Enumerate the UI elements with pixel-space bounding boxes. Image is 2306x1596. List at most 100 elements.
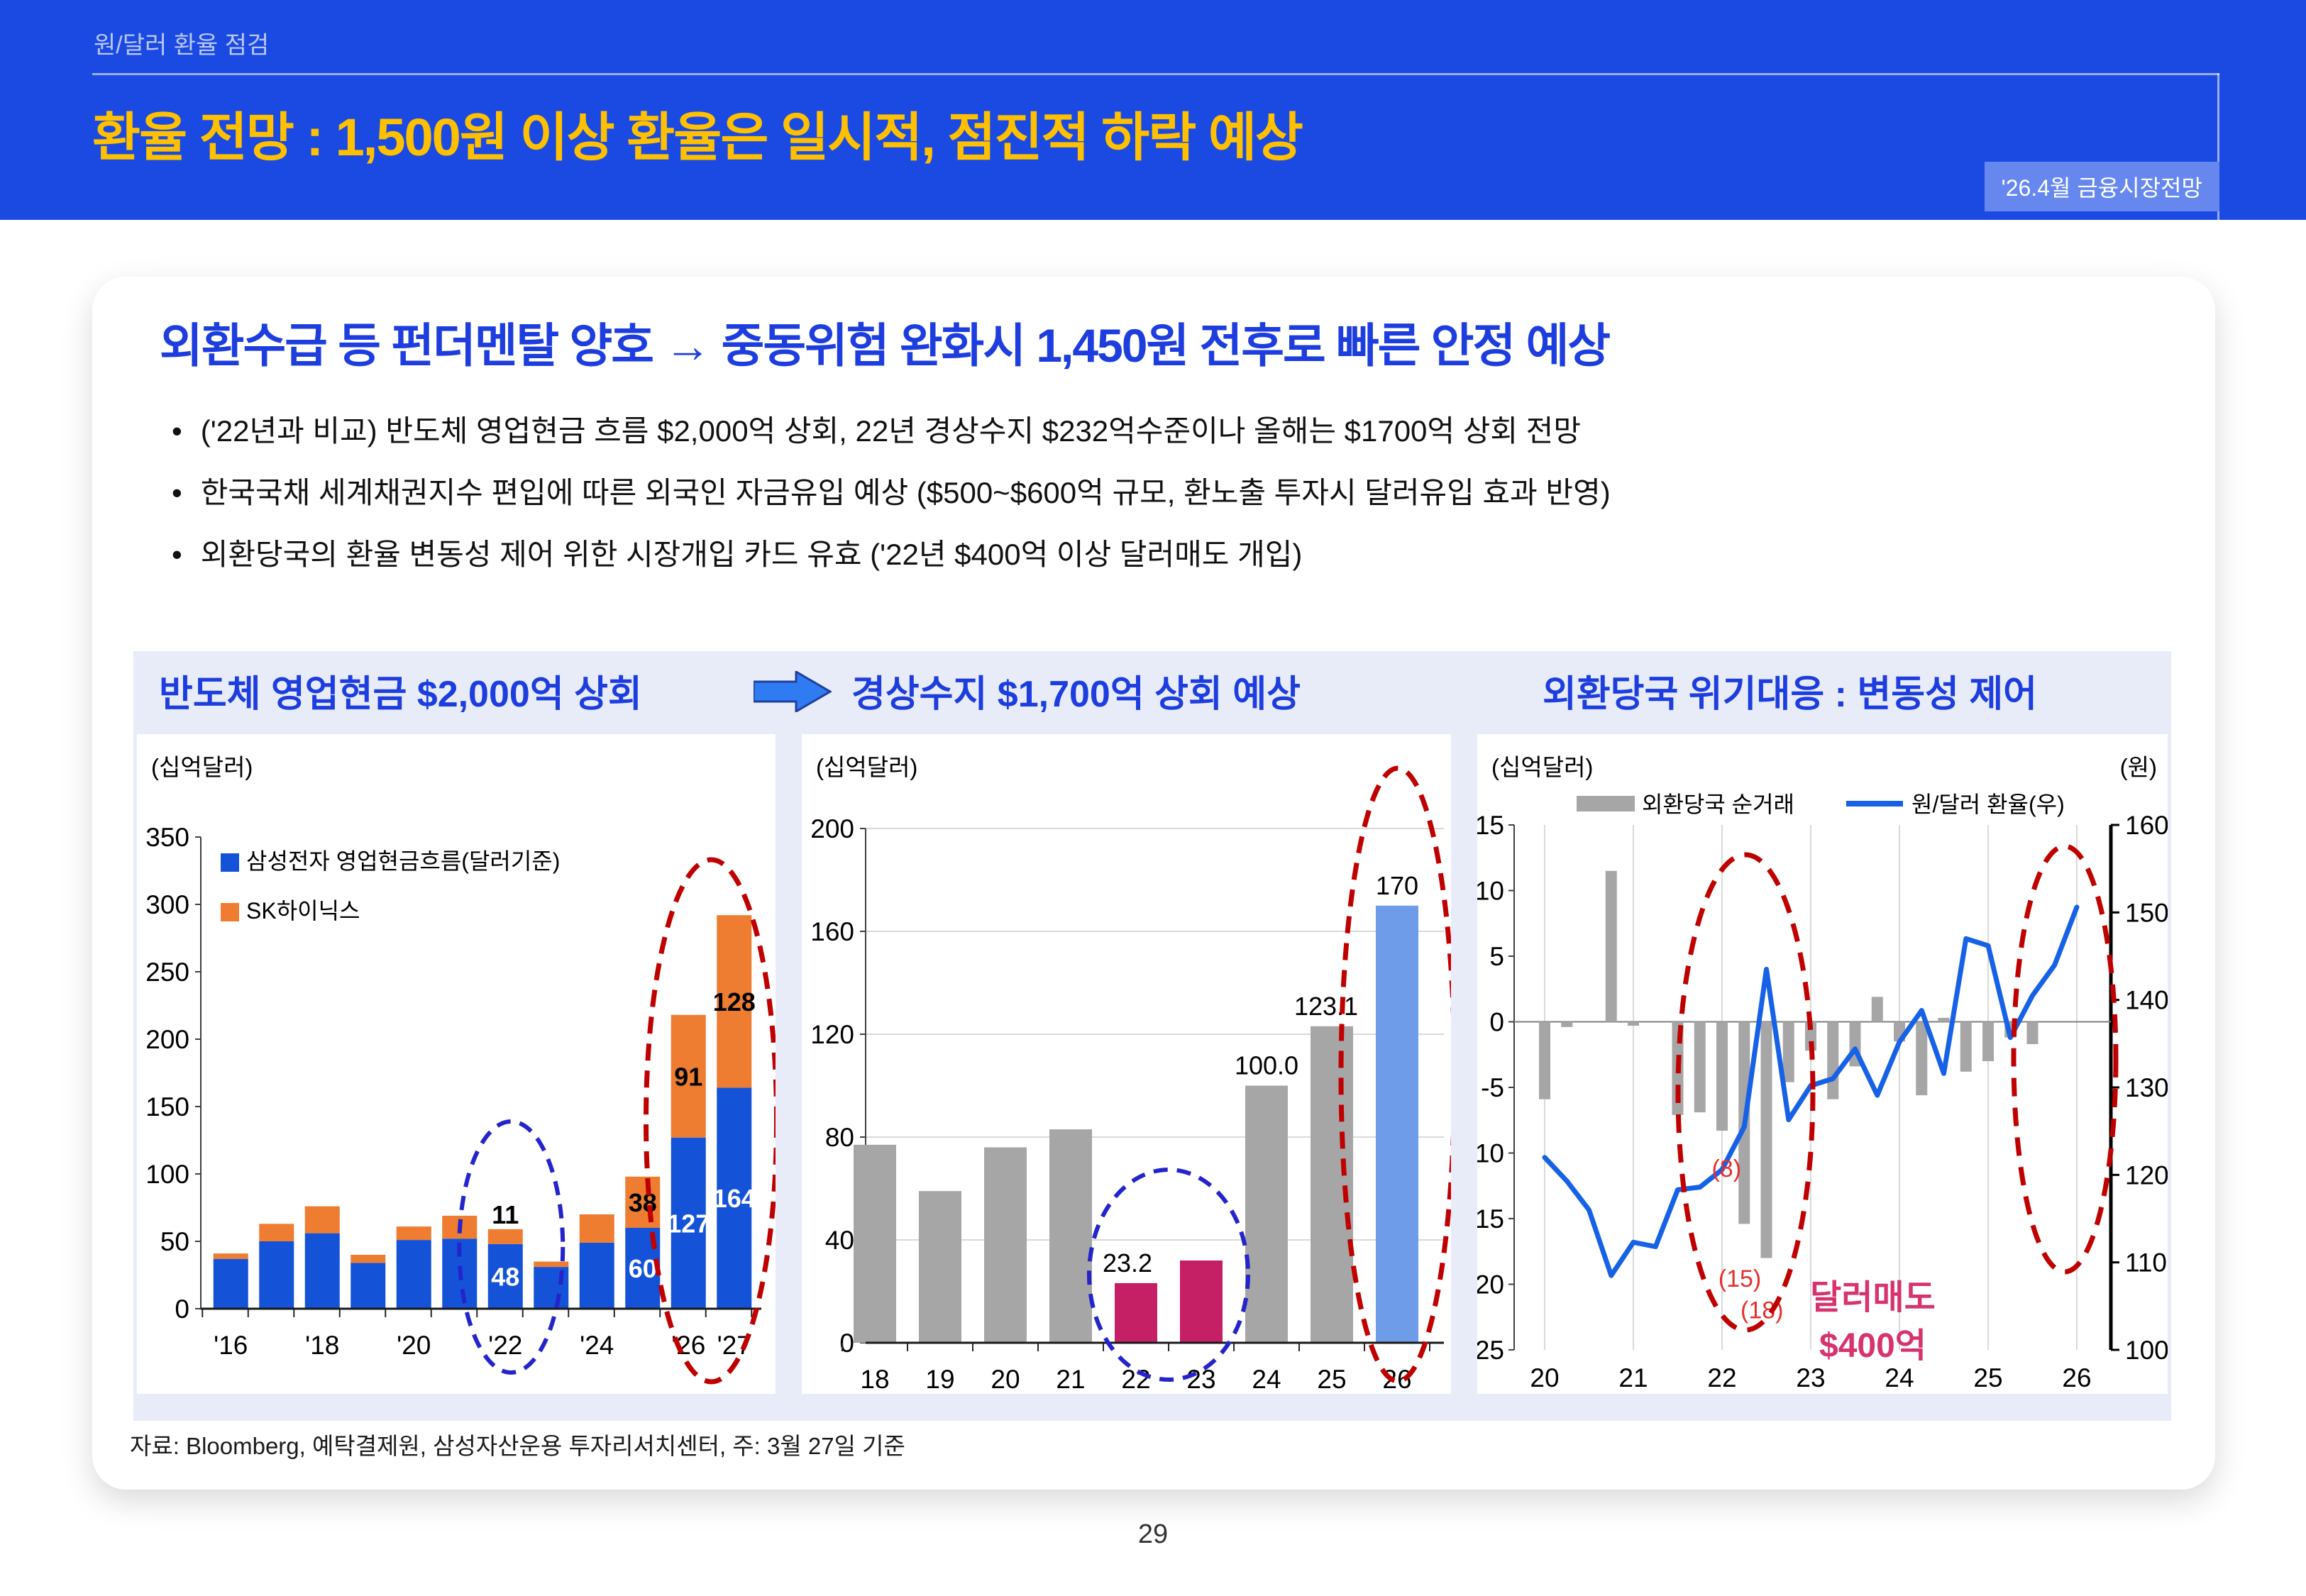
bullet-dot: • <box>172 414 182 448</box>
chart-text: 150 <box>145 1092 189 1121</box>
page-title: 환율 전망 : 1,500원 이상 환율은 일시적, 점진적 하락 예상 <box>92 108 1303 167</box>
bar <box>919 1191 961 1343</box>
bullet-item: • 한국국채 세계채권지수 편입에 따른 외국인 자금유입 예상 ($500~$… <box>172 475 1611 511</box>
chart-text: $400억 <box>1819 1327 1926 1365</box>
highlight-ellipse <box>2011 843 2119 1275</box>
chart-text: 외환당국 순거래 <box>1642 792 1794 817</box>
chart-text: 24 <box>1252 1365 1281 1394</box>
bar <box>1938 1017 1950 1022</box>
bar <box>1561 1021 1573 1027</box>
bar <box>1605 870 1617 1022</box>
bar-segment <box>351 1255 386 1263</box>
chart-text: 300 <box>145 890 189 919</box>
highlight-ellipse <box>1675 852 1816 1333</box>
chart-text: -20 <box>1477 1270 1504 1299</box>
report-badge: '26.4월 금융시장전망 <box>1984 162 2219 211</box>
chart-text: 11 <box>492 1200 519 1229</box>
bar-segment <box>304 1233 340 1309</box>
chart-text: SK하이닉스 <box>246 898 360 924</box>
chart-text: 19 <box>925 1365 954 1394</box>
chart-text: (원) <box>2120 754 2157 780</box>
chart-text: (십억달러) <box>151 754 253 780</box>
chart-text: 1000 <box>2125 1336 2168 1365</box>
chart-text: 0 <box>175 1295 189 1324</box>
bar <box>1760 1021 1772 1258</box>
highlight-ellipse <box>457 1119 566 1375</box>
bar-segment <box>259 1224 294 1241</box>
bar <box>1245 1085 1288 1343</box>
bar <box>1827 1021 1839 1099</box>
chart-text: 18 <box>860 1365 889 1394</box>
bar <box>1916 1021 1928 1096</box>
bar-segment <box>534 1261 569 1268</box>
chart-text: 0 <box>1489 1008 1504 1037</box>
chart-text: 26 <box>2062 1363 2091 1392</box>
bar-segment <box>717 1087 752 1309</box>
bar <box>1716 1021 1728 1131</box>
highlight-ellipse <box>1087 1168 1250 1382</box>
bullet-text: 외환당국의 환율 변동성 제어 위한 시장개입 카드 유효 ('22년 $400… <box>200 538 1303 571</box>
chart-text: 128 <box>713 987 756 1016</box>
bullet-item: • 외환당국의 환율 변동성 제어 위한 시장개입 카드 유효 ('22년 $4… <box>172 536 1611 573</box>
chart-text: 1400 <box>2125 986 2168 1015</box>
chart-text: 24 <box>1885 1363 1914 1392</box>
bar-segment <box>717 915 752 1088</box>
header: 원/달러 환율 점검 환율 전망 : 1,500원 이상 환율은 일시적, 점진… <box>0 0 2306 220</box>
chart-text: 15 <box>1477 811 1504 840</box>
chart-text: 20 <box>1530 1363 1559 1392</box>
bar <box>1960 1021 1972 1072</box>
breadcrumb: 원/달러 환율 점검 <box>94 32 270 59</box>
bullet-dot: • <box>172 538 182 571</box>
bullet-text: 한국국채 세계채권지수 편입에 따른 외국인 자금유입 예상 ($500~$60… <box>200 476 1611 509</box>
legend-swatch <box>221 903 239 921</box>
chart-text: '16 <box>214 1331 248 1360</box>
chart-text: (15) <box>1719 1265 1761 1292</box>
chart3-title: 외환당국 위기대응 : 변동성 제어 <box>1543 674 2038 715</box>
chart-text: -10 <box>1477 1139 1504 1168</box>
chart-text: 23.2 <box>1103 1248 1152 1278</box>
highlight-ellipse <box>644 857 776 1385</box>
chart-text: 100.0 <box>1235 1051 1298 1080</box>
chart-current-account: (십억달러) 0 40 80 120 160 200 18 19 20 21 22 23 24 25 26 23… <box>802 734 1451 1394</box>
bar-segment <box>487 1243 523 1309</box>
bar-segment <box>213 1253 248 1259</box>
bar-segment <box>487 1229 523 1244</box>
chart-text: 120 <box>810 1020 854 1049</box>
chart-text: 127 <box>667 1209 710 1238</box>
chart-text: 1200 <box>2125 1160 2168 1190</box>
bar-segment <box>259 1241 294 1309</box>
chart-text: 200 <box>810 814 854 843</box>
chart-text: 50 <box>160 1227 189 1256</box>
bar <box>1180 1260 1223 1343</box>
chart-text: 100 <box>145 1160 189 1189</box>
chart-text: 1100 <box>2125 1248 2168 1278</box>
content-card: 외환수급 등 펀더멘탈 양호 → 중동위험 완화시 1,450원 전후로 빠른 … <box>92 277 2215 1490</box>
chart-text: 23 <box>1796 1363 1825 1392</box>
bar-segment <box>304 1206 340 1234</box>
chart-text: 164 <box>713 1184 756 1213</box>
chart-text: -25 <box>1477 1336 1504 1365</box>
chart-text: (십억달러) <box>1491 754 1593 780</box>
source-footnote: 자료: Bloomberg, 예탁결제원, 삼성자산운용 투자리서치센터, 주:… <box>130 1433 905 1459</box>
chart-text: (8) <box>1711 1156 1741 1182</box>
bar-segment <box>213 1258 248 1309</box>
bar-segment <box>396 1240 431 1309</box>
chart-text: 22 <box>1121 1365 1150 1394</box>
chart-text: 48 <box>491 1262 519 1291</box>
chart-text: 21 <box>1618 1363 1648 1392</box>
bar-segment <box>396 1226 431 1241</box>
bar <box>1049 1129 1092 1343</box>
chart-text: 23 <box>1186 1365 1215 1394</box>
bar <box>1376 905 1418 1343</box>
section-headline: 외환수급 등 펀더멘탈 양호 → 중동위험 완화시 1,450원 전후로 빠른 … <box>160 319 1611 372</box>
bar <box>1982 1021 1994 1061</box>
bar <box>1694 1021 1706 1113</box>
bar <box>1782 1021 1794 1082</box>
bar <box>1311 1026 1353 1343</box>
chart-text: 1500 <box>2125 898 2168 927</box>
chart-text: '20 <box>397 1331 431 1360</box>
chart-text: 160 <box>810 917 854 946</box>
chart-text: 25 <box>1973 1363 2002 1392</box>
bar <box>1539 1021 1550 1099</box>
chart-text: 250 <box>145 958 189 987</box>
